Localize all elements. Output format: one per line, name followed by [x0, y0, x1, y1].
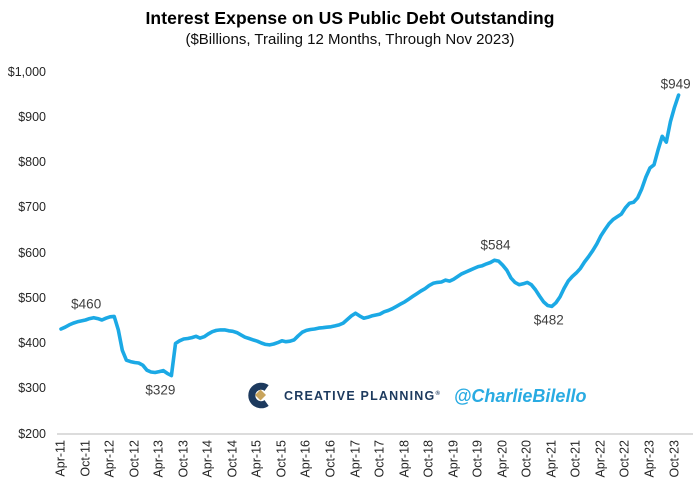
chart-subtitle: ($Billions, Trailing 12 Months, Through … [185, 31, 515, 48]
x-axis-label: Apr-22 [593, 440, 608, 478]
x-axis-label: Apr-14 [200, 440, 215, 478]
interest-expense-series-line [59, 93, 681, 378]
brand-name-text: CREATIVE PLANNING [284, 389, 436, 403]
y-axis-label: $400 [18, 336, 46, 350]
x-axis-label: Oct-20 [519, 440, 534, 478]
x-axis-label: Apr-11 [53, 440, 68, 477]
annotation-label: $460 [71, 296, 102, 312]
y-axis-label: $1,000 [7, 64, 46, 79]
annotation-label: $584 [480, 237, 511, 253]
annotation-label: $329 [145, 382, 176, 398]
y-axis-label: $900 [18, 109, 46, 124]
creative-planning-logo-icon [248, 382, 269, 408]
y-axis-label: $300 [18, 381, 46, 396]
x-axis-label: Oct-13 [176, 440, 191, 478]
x-axis-label: Oct-22 [617, 440, 632, 478]
x-axis-label: Apr-20 [495, 440, 510, 478]
x-axis-label: Apr-17 [348, 440, 362, 478]
chart-title: Interest Expense on US Public Debt Outst… [145, 8, 555, 28]
x-axis-label: Oct-16 [323, 440, 338, 478]
registered-mark: ® [435, 390, 440, 397]
x-axis-label: Apr-23 [642, 440, 657, 478]
x-axis-label: Apr-19 [446, 440, 461, 478]
x-axis-label: Oct-12 [127, 440, 142, 478]
twitter-handle: @CharlieBilello [453, 385, 587, 406]
x-axis-label: Oct-19 [470, 440, 485, 478]
y-axis-label: $200 [18, 426, 46, 441]
y-axis-label: $700 [18, 200, 46, 215]
brand-name: CREATIVE PLANNING® [284, 389, 440, 403]
watermark: CREATIVE PLANNING® @CharlieBilello [245, 378, 586, 412]
x-axis-label: Apr-12 [102, 440, 117, 478]
x-axis-label: Oct-15 [274, 440, 289, 478]
x-axis-label: Oct-23 [667, 440, 681, 478]
x-axis-label: Apr-21 [544, 440, 559, 478]
x-axis-label: Apr-13 [151, 440, 166, 478]
x-axis-label: Apr-18 [397, 440, 412, 478]
y-axis-label: $600 [18, 245, 46, 260]
x-axis-label: Oct-11 [78, 440, 92, 477]
x-axis-label: Oct-14 [225, 440, 240, 478]
y-axis-label: $500 [18, 290, 46, 305]
annotation-label: $949 [660, 76, 691, 92]
x-axis-label: Apr-16 [298, 440, 313, 478]
y-axis-label: $800 [18, 155, 46, 169]
x-axis-label: Oct-21 [568, 440, 583, 478]
logo-c-shape [248, 382, 269, 408]
annotation-label: $482 [533, 312, 564, 328]
x-axis-label: Apr-15 [249, 440, 264, 478]
x-axis-label: Oct-18 [421, 440, 436, 478]
x-axis-label: Oct-17 [372, 440, 387, 478]
